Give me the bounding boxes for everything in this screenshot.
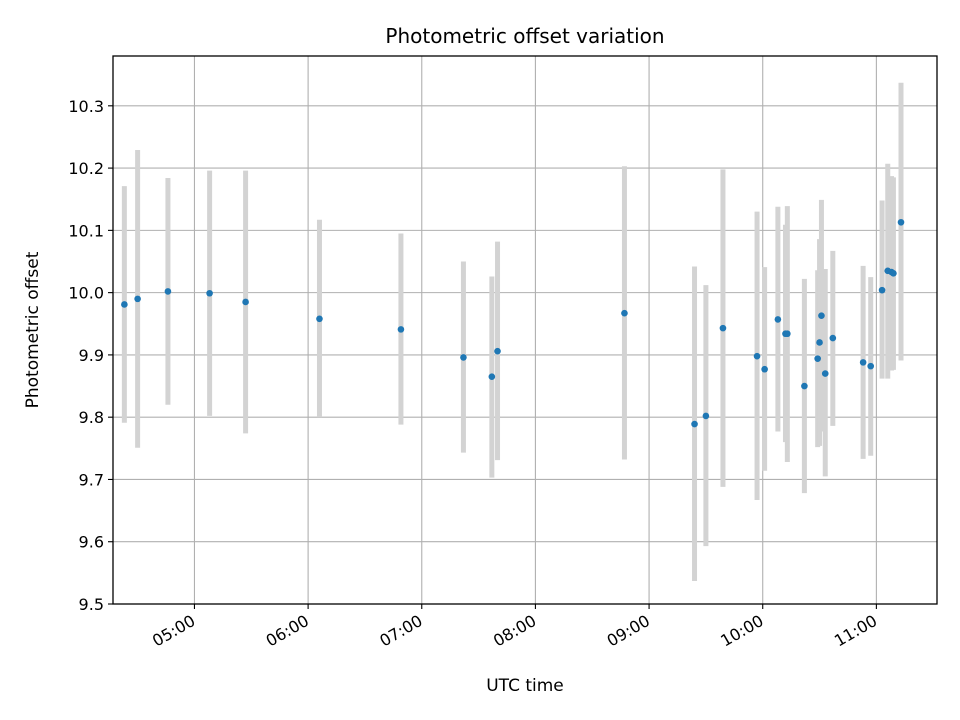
data-point xyxy=(890,270,897,277)
y-axis-label: Photometric offset xyxy=(23,251,43,408)
y-tick-label: 9.7 xyxy=(79,470,104,489)
x-axis-label: UTC time xyxy=(486,676,564,696)
data-point xyxy=(134,295,141,303)
data-point xyxy=(878,286,886,294)
data-point xyxy=(801,382,808,390)
y-tick-label: 10.1 xyxy=(68,221,104,240)
y-tick-label: 9.8 xyxy=(79,408,104,427)
data-point xyxy=(897,218,905,226)
data-point xyxy=(829,334,837,342)
data-point xyxy=(753,352,761,360)
data-point xyxy=(867,362,875,370)
data-point xyxy=(816,339,823,346)
data-point xyxy=(488,373,496,381)
data-point xyxy=(784,330,791,338)
data-point xyxy=(494,347,501,355)
data-point xyxy=(621,309,628,317)
data-point xyxy=(859,359,867,366)
chart-title: Photometric offset variation xyxy=(385,24,664,48)
y-tick-label: 9.5 xyxy=(79,595,104,614)
data-point xyxy=(774,316,782,323)
data-point xyxy=(164,288,172,295)
data-point xyxy=(719,324,727,332)
data-point xyxy=(691,420,698,428)
data-point xyxy=(814,355,821,362)
data-point xyxy=(242,298,249,306)
data-point xyxy=(460,354,467,361)
y-tick-label: 9.6 xyxy=(79,533,104,552)
data-point xyxy=(761,365,768,373)
y-tick-label: 10.3 xyxy=(68,97,104,116)
data-point xyxy=(206,289,213,297)
y-tick-label: 10.2 xyxy=(68,159,104,178)
data-point xyxy=(818,312,825,319)
data-point xyxy=(821,370,829,377)
data-point xyxy=(121,301,128,308)
data-point xyxy=(316,315,323,323)
y-tick-label: 9.9 xyxy=(79,346,104,365)
plot-frame xyxy=(112,55,938,605)
y-tick-label: 10.0 xyxy=(68,284,104,303)
data-point xyxy=(702,412,710,420)
data-point xyxy=(397,326,405,333)
marker-layer xyxy=(121,218,905,428)
